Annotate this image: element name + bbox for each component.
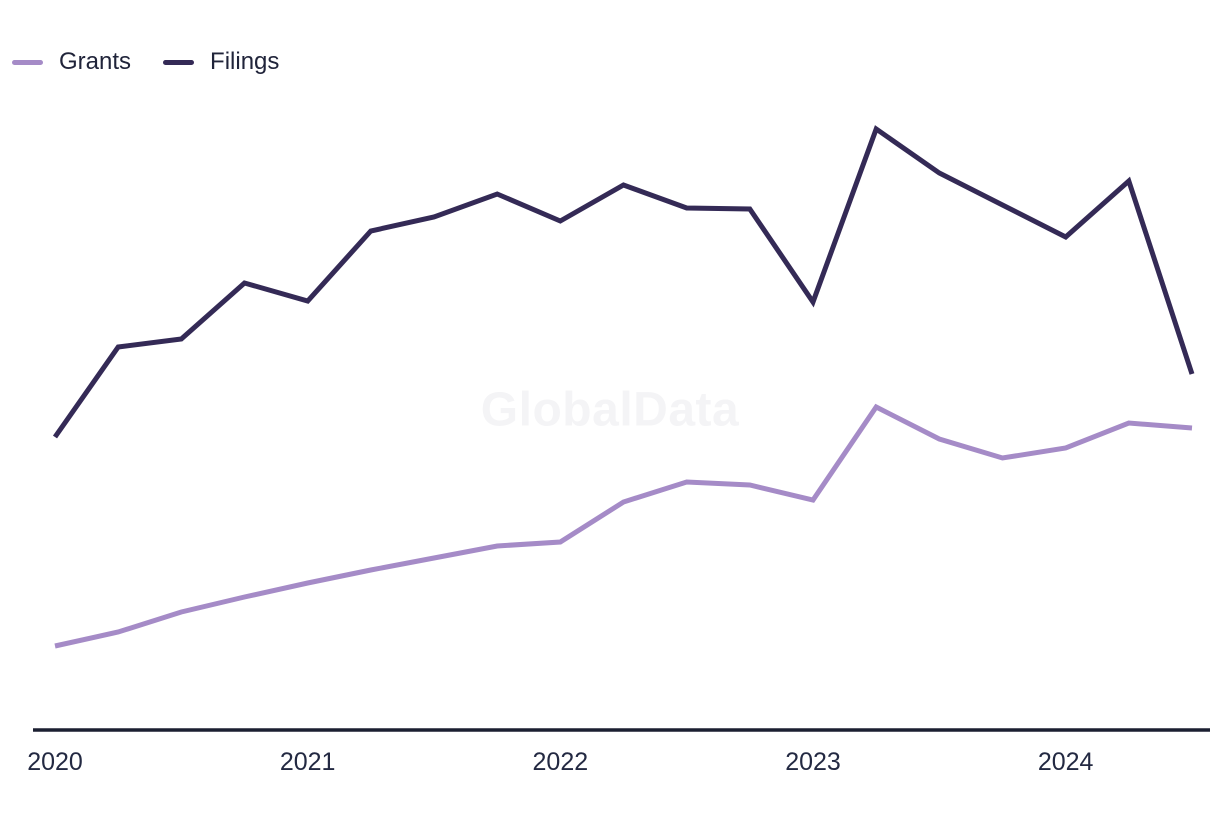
legend-item-grants[interactable]: Grants — [12, 48, 131, 76]
filings-swatch-icon — [163, 59, 195, 65]
legend: Grants Filings — [12, 48, 279, 76]
x-tick-label-2023: 2023 — [785, 748, 841, 776]
legend-label-grants: Grants — [59, 48, 132, 75]
x-tick-label-2024: 2024 — [1037, 748, 1094, 776]
grants-swatch-icon — [12, 59, 43, 65]
legend-label-filings: Filings — [210, 48, 280, 75]
x-tick-label-2021: 2021 — [279, 748, 336, 776]
filings-line — [52, 125, 1195, 439]
x-tick-label-2020: 2020 — [27, 748, 83, 776]
x-tick-label-2022: 2022 — [532, 748, 589, 776]
grants-line — [54, 403, 1193, 649]
legend-item-filings[interactable]: Filings — [163, 48, 279, 76]
